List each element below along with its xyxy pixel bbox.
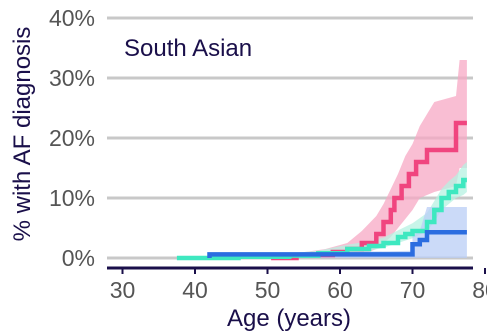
x-tick-labels: 30 40 50 60 70 80 xyxy=(110,277,487,303)
x-tick-label: 70 xyxy=(400,277,426,303)
x-tick-label: 50 xyxy=(255,277,281,303)
panel-title: South Asian xyxy=(124,35,252,62)
y-tick-label: 40% xyxy=(49,5,95,31)
x-tick-label: 80 xyxy=(472,277,487,303)
x-tick-label: 60 xyxy=(327,277,353,303)
y-tick-label: 20% xyxy=(49,125,95,151)
x-tick-label: 30 xyxy=(110,277,136,303)
axes xyxy=(107,266,486,274)
confidence-band-2 xyxy=(176,162,467,258)
x-axis-label: Age (years) xyxy=(227,305,351,332)
y-axis-label: % with AF diagnosis xyxy=(9,27,36,242)
x-tick-label: 40 xyxy=(182,277,208,303)
y-tick-label: 10% xyxy=(49,185,95,211)
series-lines xyxy=(176,120,467,261)
y-tick-labels: 0% 10% 20% 30% 40% xyxy=(49,5,95,271)
confidence-bands xyxy=(176,60,467,258)
series-line-3 xyxy=(207,229,467,258)
y-tick-label: 30% xyxy=(49,65,95,91)
y-tick-label: 0% xyxy=(62,245,95,271)
